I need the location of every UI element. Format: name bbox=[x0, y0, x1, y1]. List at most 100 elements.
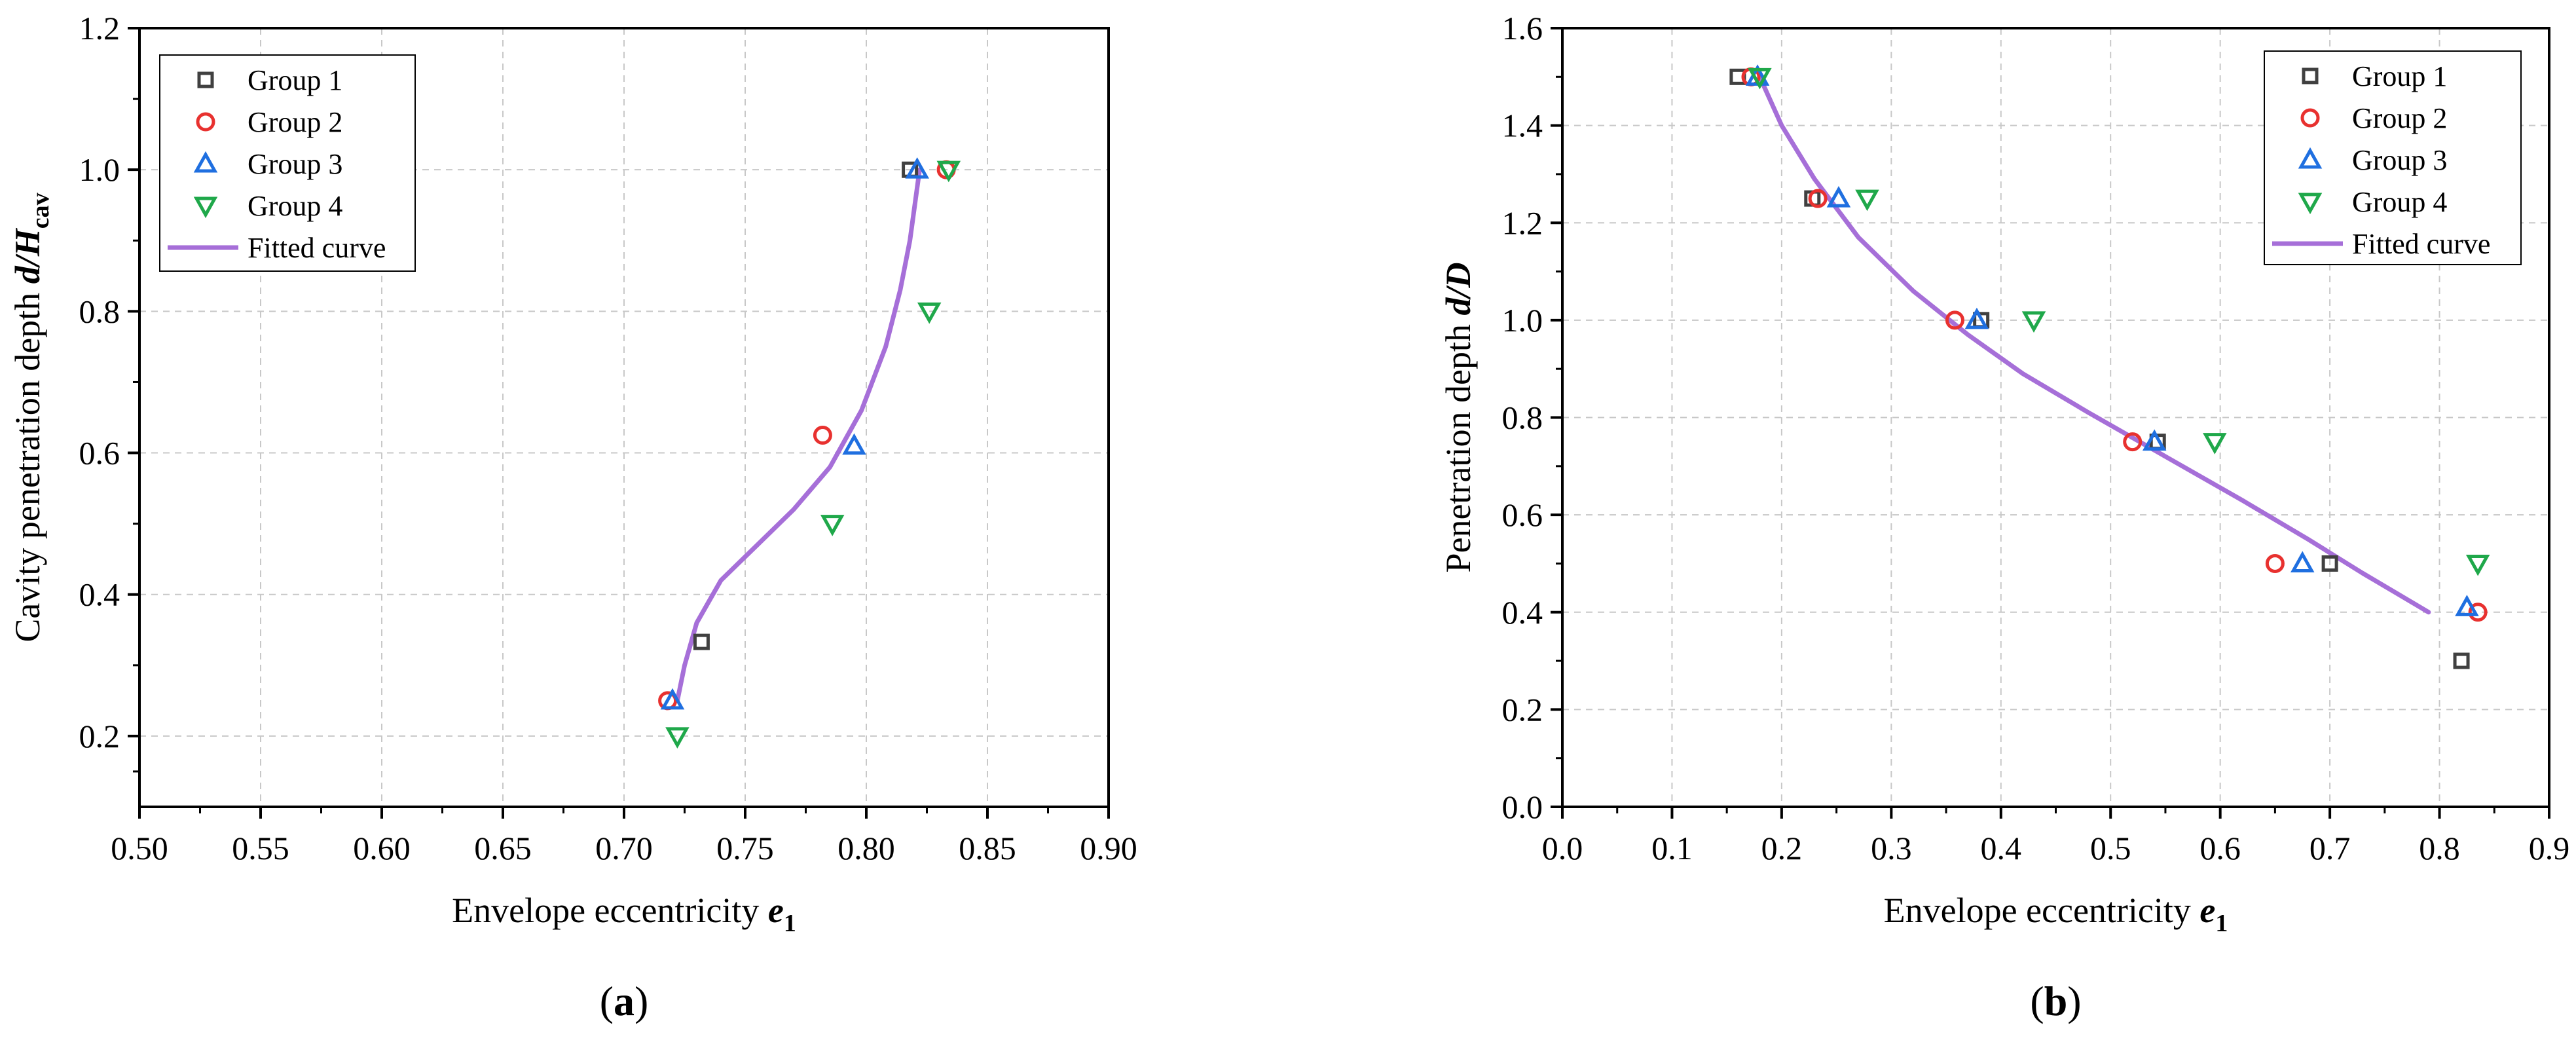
x-tick-label: 0.55 bbox=[232, 830, 289, 866]
y-tick-label: 0.6 bbox=[1502, 496, 1543, 533]
legend-label: Group 1 bbox=[248, 64, 342, 96]
panel-label-a: (a) bbox=[600, 978, 649, 1024]
legend-a: Group 1 Group 2 Group 3 Group 4 Fitted curve bbox=[159, 54, 416, 272]
data-point-group-2 bbox=[1945, 310, 1964, 330]
x-tick-label: 0.80 bbox=[837, 830, 895, 866]
data-point-group-2 bbox=[1808, 189, 1828, 208]
ticks-b: 0.0 0.1 0.2 0.3 0.4 0.5 0.6 0.7 0.8 0.9 0.0 0.2 0.4 0… bbox=[1502, 10, 2570, 866]
x-tick-label: 0.0 bbox=[1542, 830, 1583, 866]
data-point-group-3 bbox=[1826, 185, 1851, 208]
legend-marker-group-4 bbox=[2298, 193, 2323, 215]
y-tick-label: 0.8 bbox=[1502, 399, 1543, 436]
x-tick-label: 0.2 bbox=[1761, 830, 1803, 866]
x-tick-label: 0.50 bbox=[111, 830, 168, 866]
legend-marker-group-1 bbox=[2302, 67, 2319, 84]
data-point-group-4 bbox=[1748, 67, 1772, 90]
chart-panel-a: 0.50 0.55 0.60 0.65 0.70 0.75 0.80 0.85 0.90 0.2 0… bbox=[8, 10, 1137, 1024]
legend-marker-group-2 bbox=[2300, 108, 2320, 128]
data-point-group-4 bbox=[2203, 433, 2227, 455]
data-point-group-4 bbox=[1855, 189, 1879, 212]
x-tick-label: 0.3 bbox=[1871, 830, 1912, 866]
data-point-group-2 bbox=[2123, 432, 2143, 452]
legend-marker-group-3 bbox=[193, 151, 218, 173]
x-tick-label: 0.65 bbox=[474, 830, 532, 866]
ticks-a: 0.50 0.55 0.60 0.65 0.70 0.75 0.80 0.85 0.90 0.2 0… bbox=[79, 10, 1137, 866]
x-tick-label: 0.4 bbox=[1981, 830, 2022, 866]
grid-a bbox=[139, 28, 1109, 807]
data-point-group-2 bbox=[2265, 553, 2285, 573]
x-tick-label: 0.75 bbox=[716, 830, 774, 866]
y-tick-label: 1.4 bbox=[1502, 107, 1543, 144]
data-point-group-4 bbox=[917, 302, 942, 324]
legend-label: Fitted curve bbox=[248, 232, 386, 264]
y-axis-label-b: Penetration depth d/D bbox=[1439, 263, 1478, 573]
y-tick-label: 0.8 bbox=[79, 293, 120, 329]
fitted-curve-layer-a bbox=[674, 167, 922, 703]
legend-label: Group 3 bbox=[248, 148, 342, 180]
panel-label-b: (b) bbox=[2030, 978, 2081, 1024]
y-tick-label: 1.0 bbox=[79, 151, 120, 188]
x-tick-label: 0.85 bbox=[959, 830, 1016, 866]
x-axis-label-a: Envelope eccentricity e1 bbox=[452, 891, 796, 937]
y-tick-label: 0.4 bbox=[79, 576, 120, 613]
y-tick-label: 0.2 bbox=[79, 718, 120, 754]
legend-marker-group-3 bbox=[2298, 147, 2323, 169]
data-point-group-4 bbox=[936, 160, 961, 183]
x-tick-label: 0.6 bbox=[2199, 830, 2241, 866]
y-tick-label: 1.2 bbox=[79, 10, 120, 46]
legend-label: Group 4 bbox=[2352, 186, 2447, 218]
x-tick-label: 0.90 bbox=[1080, 830, 1137, 866]
fitted-curve-layer-b bbox=[1757, 74, 2431, 615]
data-point-group-4 bbox=[665, 727, 690, 749]
legend-b: Group 1 Group 2 Group 3 Group 4 Fitted curve bbox=[2264, 50, 2522, 265]
y-tick-label: 0.2 bbox=[1502, 691, 1543, 728]
y-tick-label: 0.6 bbox=[79, 435, 120, 472]
legend-label: Group 4 bbox=[248, 190, 342, 222]
legend-marker-group-1 bbox=[197, 71, 214, 88]
legend-label: Group 2 bbox=[2352, 102, 2447, 134]
x-tick-label: 0.8 bbox=[2419, 830, 2460, 866]
data-point-group-1 bbox=[693, 633, 710, 650]
markers-a bbox=[658, 157, 961, 749]
x-tick-label: 0.1 bbox=[1651, 830, 1693, 866]
chart-panel-b: 0.0 0.1 0.2 0.3 0.4 0.5 0.6 0.7 0.8 0.9 0.0 0.2 0.4 0… bbox=[1439, 10, 2569, 1024]
data-point-group-4 bbox=[2021, 311, 2046, 333]
x-tick-label: 0.5 bbox=[2090, 830, 2131, 866]
legend-marker-group-4 bbox=[193, 196, 218, 219]
data-point-group-1 bbox=[2453, 652, 2470, 669]
legend-label: Group 2 bbox=[248, 106, 342, 138]
y-tick-label: 1.0 bbox=[1502, 302, 1543, 339]
data-point-group-3 bbox=[1964, 307, 1989, 329]
x-tick-label: 0.70 bbox=[595, 830, 653, 866]
legend-label: Group 1 bbox=[2352, 60, 2447, 92]
x-tick-label: 0.9 bbox=[2529, 830, 2570, 866]
data-point-group-3 bbox=[660, 688, 685, 710]
markers-b bbox=[1729, 64, 2490, 669]
y-tick-label: 0.4 bbox=[1502, 594, 1543, 631]
legend-label: Fitted curve bbox=[2352, 228, 2490, 260]
fitted-curve-line bbox=[674, 167, 922, 703]
data-point-group-3 bbox=[2455, 595, 2479, 616]
x-tick-label: 0.7 bbox=[2309, 830, 2351, 866]
y-tick-label: 1.2 bbox=[1502, 204, 1543, 241]
data-point-group-4 bbox=[820, 515, 845, 536]
data-point-group-3 bbox=[905, 157, 929, 179]
legend-label: Group 3 bbox=[2352, 144, 2447, 176]
data-point-group-3 bbox=[842, 433, 866, 455]
data-point-group-4 bbox=[2465, 554, 2490, 576]
data-point-group-3 bbox=[2142, 429, 2167, 451]
data-point-group-2 bbox=[813, 426, 832, 445]
data-point-group-1 bbox=[2321, 555, 2338, 572]
x-tick-label: 0.60 bbox=[353, 830, 411, 866]
grid-b bbox=[1562, 28, 2549, 807]
legend-marker-group-2 bbox=[196, 112, 215, 132]
x-axis-label-b: Envelope eccentricity e1 bbox=[1884, 891, 2228, 937]
y-tick-label: 1.6 bbox=[1502, 10, 1543, 46]
data-point-group-2 bbox=[2468, 603, 2488, 622]
fitted-curve-line bbox=[1757, 74, 2431, 615]
y-tick-label: 0.0 bbox=[1502, 789, 1543, 825]
y-axis-label-a: Cavity penetration depth d/Hcav bbox=[8, 193, 54, 642]
data-point-group-3 bbox=[2290, 551, 2315, 572]
